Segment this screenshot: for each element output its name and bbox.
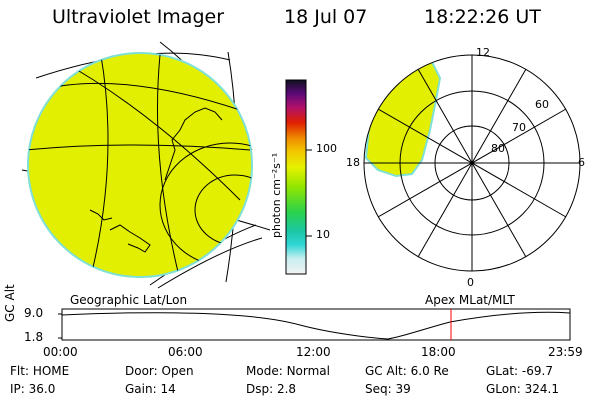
timeline-axis-title: GC Alt	[3, 284, 17, 322]
mlt-label-6: 6	[578, 156, 585, 169]
altitude-timeline	[58, 308, 571, 341]
date-label: 18 Jul 07	[284, 6, 368, 28]
status-glat: GLat: -69.7	[486, 364, 553, 378]
status-mode: Mode: Normal	[246, 364, 330, 378]
timeline-xtick-1800: 18:00	[421, 345, 456, 359]
status-seq: Seq: 39	[365, 382, 411, 396]
status-flt: Flt: HOME	[10, 364, 70, 378]
status-dsp: Dsp: 2.8	[246, 382, 297, 396]
status-glon: GLon: 324.1	[486, 382, 559, 396]
timeline-ytick-top: 9.0	[24, 306, 44, 320]
mlat-label-80: 80	[491, 142, 505, 155]
status-gc-alt: GC Alt: 6.0 Re	[365, 364, 449, 378]
colorbar	[285, 79, 312, 275]
colorbar-tick-10: 10	[316, 228, 330, 241]
colorbar-tick-100: 100	[316, 142, 337, 155]
timeline-xtick-2359: 23:59	[548, 345, 583, 359]
polar-aurora-oval	[364, 56, 442, 178]
status-door: Door: Open	[125, 364, 194, 378]
timeline-xtick-1200: 12:00	[296, 345, 331, 359]
geographic-map	[21, 41, 271, 289]
status-gain: Gain: 14	[125, 382, 176, 396]
polar-plot	[363, 54, 581, 272]
timeline-ytick-bottom: 1.8	[24, 330, 44, 344]
status-ip: IP: 36.0	[10, 382, 56, 396]
mlt-label-0: 0	[467, 276, 474, 289]
instrument-title: Ultraviolet Imager	[52, 6, 225, 28]
mlat-label-70: 70	[512, 121, 526, 134]
mlat-label-60: 60	[535, 98, 549, 111]
timeline-xtick-0600: 06:00	[168, 345, 203, 359]
time-label: 18:22:26 UT	[424, 6, 541, 28]
mlt-label-18: 18	[346, 156, 360, 169]
apex-label: Apex MLat/MLT	[425, 293, 515, 307]
timeline-xtick-0000: 00:00	[43, 345, 78, 359]
aurora-image-disc	[27, 52, 253, 278]
mlt-label-12: 12	[476, 46, 490, 59]
geographic-label: Geographic Lat/Lon	[70, 293, 188, 307]
